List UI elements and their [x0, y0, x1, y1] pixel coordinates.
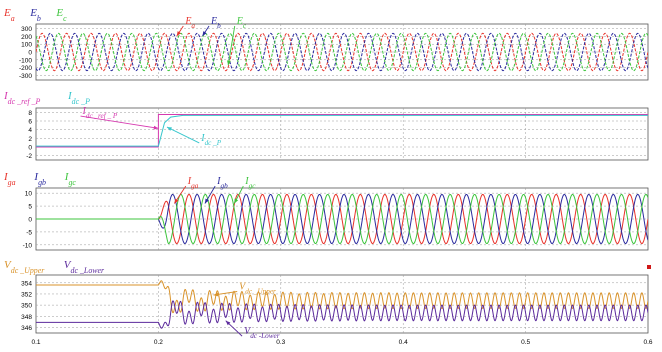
- voltage-annotation-arrow: [227, 25, 236, 66]
- dc-voltage-series-orange-line: [36, 280, 648, 314]
- dc-current-annotation-arrowhead: [153, 125, 159, 130]
- x-tick-label: 0.2: [154, 339, 163, 346]
- dc-current-annotation-1: Idc _P: [200, 133, 222, 147]
- dc-voltage-legend-0: Vdc _Upper: [4, 259, 45, 275]
- ac-current-ytick-label: 0: [28, 217, 32, 224]
- ac-current-ytick-label: 10: [25, 191, 33, 198]
- dc-current-series-group: [36, 114, 648, 148]
- ac-current-panel: 10 5 0 -5 -10 Iga Igb Igc Iga Igb Igc: [3, 171, 649, 251]
- dc-current-legend-0: Idc _ref _P: [3, 90, 40, 106]
- voltage-annotation-2: Ec: [236, 16, 247, 30]
- voltage-series-group: [36, 32, 648, 72]
- dc-current-ytick-label: 6: [28, 119, 32, 126]
- ac-current-annotation-2: Igc: [244, 176, 256, 190]
- x-tick-label: 0.6: [643, 339, 652, 346]
- dc-current-ytick-label: 4: [28, 127, 32, 134]
- dc-current-ytick-label: 0: [28, 145, 32, 152]
- voltage-ytick-label: 100: [21, 42, 32, 49]
- corner-marker: [647, 265, 651, 269]
- ac-current-ytick-label: 5: [28, 204, 32, 211]
- dc-voltage-legend-1: Vdc _Lower: [64, 259, 105, 275]
- voltage-ytick-label: 200: [21, 34, 32, 41]
- voltage-annotation-0: Ea: [184, 16, 195, 30]
- ac-current-series-green-line: [36, 193, 648, 245]
- dc-current-legend-1: Idc _P: [67, 90, 90, 106]
- dc-current-annotation-arrow: [166, 126, 200, 144]
- voltage-ytick-label: -200: [19, 65, 32, 72]
- dc-voltage-ytick-label: 348: [21, 314, 32, 321]
- ac-current-ytick-label: -10: [23, 242, 33, 249]
- dc-current-annotation-arrow: [80, 115, 159, 129]
- voltage-annotation-arrowhead: [176, 31, 181, 37]
- dc-voltage-ytick-label: 354: [21, 280, 32, 287]
- dc-voltage-series-group: [36, 280, 648, 329]
- dc-voltage-ytick-label: 350: [21, 303, 32, 310]
- dc-voltage-frame: [35, 274, 649, 334]
- ac-current-annotation-arrowhead: [234, 198, 239, 204]
- dc-voltage-annotation-arrowhead: [213, 292, 219, 297]
- voltage-ytick-label: 300: [21, 26, 32, 33]
- x-tick-label: 0.3: [276, 339, 285, 346]
- dc-current-annotation-0: Idc _ref _ P: [82, 106, 118, 120]
- voltage-annotation-arrowhead: [227, 60, 231, 66]
- dc-voltage-annotation-0: Vdc _Upper: [239, 282, 276, 296]
- voltage-ytick-label: -100: [19, 57, 32, 64]
- ac-current-legend-1: Igb: [33, 171, 46, 187]
- dc-current-series-magenta-line: [36, 114, 648, 148]
- voltage-legend-1: Eb: [29, 7, 41, 23]
- dc-current-frame: [35, 107, 649, 161]
- ac-current-ytick-label: -5: [26, 229, 32, 236]
- dc-voltage-annotation-arrowhead: [225, 320, 231, 326]
- voltage-ytick-label: -300: [19, 73, 32, 80]
- dc-current-series-cyan-line: [36, 114, 648, 147]
- voltage-legend-2: Ec: [55, 7, 67, 23]
- voltage-legend-0: Ea: [3, 7, 15, 23]
- dc-voltage-ytick-label: 352: [21, 291, 32, 298]
- dc-current-ytick-label: -2: [26, 153, 32, 160]
- voltage-series-red-line: [36, 32, 648, 72]
- voltage-series-green-line: [36, 32, 648, 72]
- ac-current-annotation-0: Iga: [187, 176, 199, 190]
- dc-current-ytick-label: 2: [28, 136, 32, 143]
- voltage-series-blue-line: [36, 32, 648, 72]
- x-tick-label: 0.1: [31, 339, 40, 346]
- ac-current-annotation-1: Igb: [216, 176, 228, 190]
- ac-current-annotation-arrowhead: [174, 198, 179, 204]
- dc-voltage-annotation-1: Vdc -Lower: [244, 326, 280, 340]
- voltage-annotation-1: Eb: [210, 16, 221, 30]
- x-tick-label: 0.4: [399, 339, 408, 346]
- ac-current-series-group: [36, 193, 648, 245]
- ac-current-legend-0: Iga: [3, 171, 16, 187]
- x-tick-label: 0.5: [521, 339, 530, 346]
- dc-voltage-panel: 354 352 350 348 346 Vdc _Upper Vdc _Lower Vdc _…: [4, 259, 653, 346]
- voltage-ytick-label: 0: [28, 50, 32, 57]
- dc-voltage-series-purple-line: [36, 300, 648, 329]
- voltage-annotation-arrowhead: [202, 31, 207, 37]
- ac-current-annotation-arrowhead: [204, 198, 209, 204]
- dc-current-ytick-label: 8: [28, 110, 32, 117]
- dc-voltage-ytick-label: 346: [21, 325, 32, 332]
- dc-current-annotation-arrowhead: [166, 127, 172, 131]
- ac-current-legend-2: Igc: [64, 171, 77, 187]
